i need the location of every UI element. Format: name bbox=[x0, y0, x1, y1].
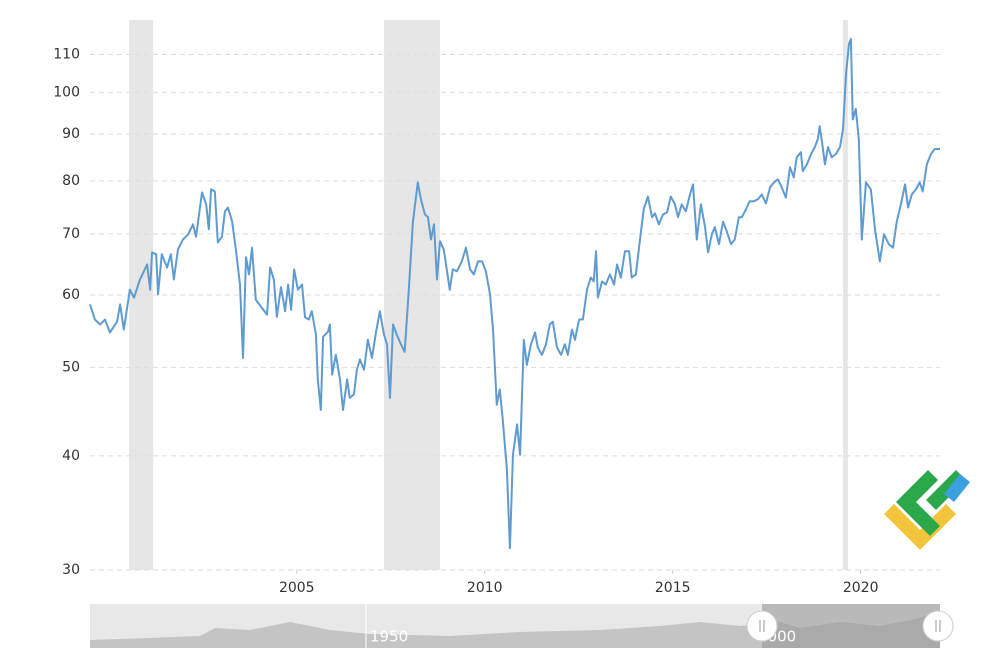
y-tick-label: 60 bbox=[62, 287, 80, 303]
navigator-area bbox=[90, 612, 940, 648]
recession-band bbox=[383, 20, 440, 570]
y-tick-label: 30 bbox=[62, 562, 80, 578]
y-tick-label: 110 bbox=[53, 47, 80, 63]
navigator-handles bbox=[746, 610, 954, 642]
x-tick-label: 2020 bbox=[843, 580, 879, 596]
x-tick-label: 2010 bbox=[467, 580, 503, 596]
navigator bbox=[90, 604, 940, 648]
y-tick-label: 40 bbox=[62, 448, 80, 464]
logo-green bbox=[896, 470, 940, 536]
logo-yellow bbox=[884, 504, 956, 550]
y-tick-label: 80 bbox=[62, 173, 80, 189]
navigator-selection[interactable] bbox=[762, 604, 940, 648]
y-tick-label: 50 bbox=[62, 359, 80, 375]
y-tick-label: 90 bbox=[62, 126, 80, 142]
handle-right[interactable] bbox=[922, 610, 954, 642]
y-tick-label: 100 bbox=[53, 84, 80, 100]
logo-blue bbox=[944, 474, 970, 502]
navigator-label: 1950 bbox=[370, 628, 408, 646]
x-tick-label: 2005 bbox=[279, 580, 315, 596]
data-line bbox=[89, 37, 940, 550]
recession-band bbox=[843, 20, 848, 570]
y-tick-label: 70 bbox=[62, 226, 80, 242]
logo bbox=[884, 470, 970, 550]
x-tick-label: 2015 bbox=[655, 580, 691, 596]
handle-left[interactable] bbox=[746, 610, 778, 642]
